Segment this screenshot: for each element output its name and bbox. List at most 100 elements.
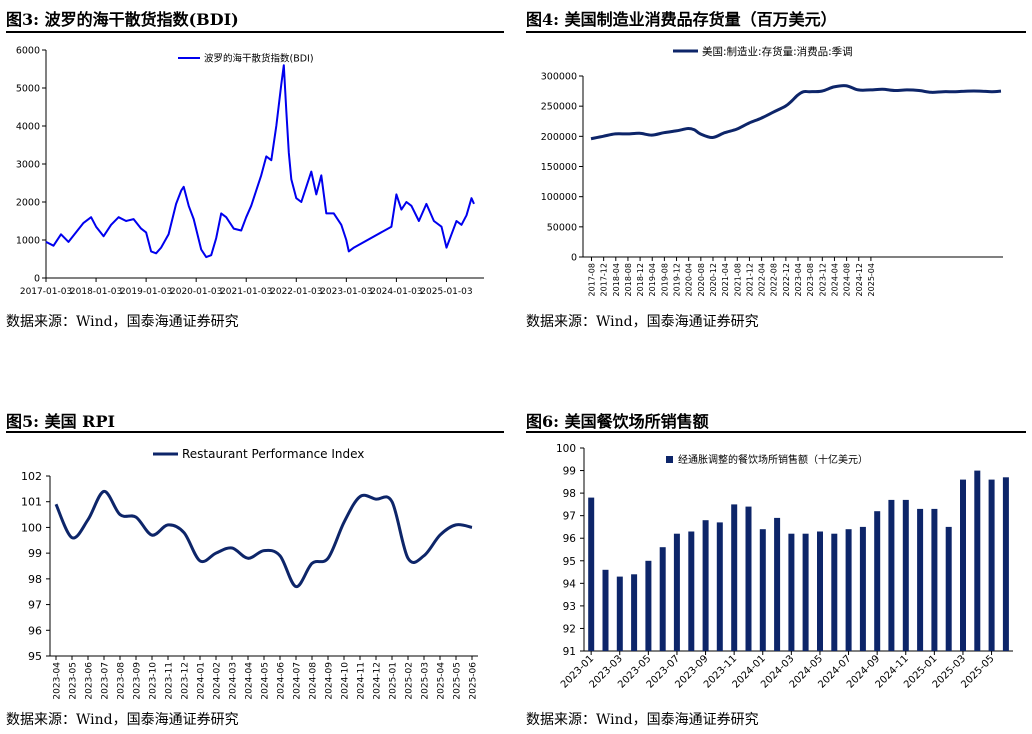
x-tick-label: 2023-01-03 [320, 287, 372, 297]
legend-label: Restaurant Performance Index [182, 447, 364, 461]
sales-bar [759, 529, 766, 651]
x-tick-label: 2024-08 [843, 263, 852, 296]
x-tick-label: 2024-04 [245, 662, 255, 700]
y-tick-label: 99 [563, 466, 576, 478]
y-tick-label: 94 [563, 578, 577, 590]
y-tick-label: 98 [28, 573, 42, 586]
x-tick-label: 2023-12 [818, 263, 827, 296]
panel-bdi: 图3: 波罗的海干散货指数(BDI) 0 1000 2000 3000 4000 5000… [6, 0, 504, 340]
sales-bar [588, 497, 595, 651]
x-tick-label: 2023-08 [806, 263, 815, 296]
x-tick-label: 2021-12 [745, 263, 754, 296]
sales-bar [745, 506, 752, 651]
x-tick-label: 2023-04 [794, 263, 803, 296]
x-tick-label: 2024-04 [830, 263, 839, 296]
sales-bar [817, 531, 823, 651]
sales-bar [673, 533, 680, 651]
sales-bar [931, 508, 938, 651]
y-tick-label: 200000 [541, 132, 577, 143]
x-tick-label: 2024-08 [309, 662, 319, 700]
x-tick-label: 2025-05 [453, 662, 463, 700]
x-tick-label: 2025-02 [405, 662, 415, 700]
restaurant-sales-chart: 9192939495969798991002023-012023-032023-… [556, 443, 1013, 691]
chart-title: 图3: 波罗的海干散货指数(BDI) [6, 10, 239, 29]
x-tick-label: 2023-04 [53, 662, 63, 700]
chart-title: 图6: 美国餐饮场所销售额 [526, 412, 709, 431]
sales-bar [845, 529, 852, 651]
x-tick-label: 2025-03 [421, 662, 431, 700]
legend-label: 美国:制造业:存货量:消费品:季调 [702, 45, 853, 58]
sales-bar [702, 520, 709, 651]
sales-bar [960, 479, 966, 651]
rpi-series-line [54, 489, 473, 589]
sales-bar [902, 499, 909, 651]
y-tick-label: 50000 [547, 222, 577, 233]
x-tick-label: 2025-01-03 [420, 287, 472, 297]
inventory-series-line [590, 84, 1002, 141]
y-tick-label: 5000 [16, 84, 40, 95]
y-tick-label: 92 [563, 623, 576, 635]
x-tick-label: 2020-04 [685, 263, 694, 296]
y-tick-label: 95 [563, 556, 576, 568]
x-tick-label: 2023-06 [85, 662, 95, 700]
y-tick-label: 1000 [16, 236, 40, 247]
panel-restaurant-sales: 图6: 美国餐饮场所销售额 91 92 93 94 95 96 97 98 99 100 2023-… [526, 402, 1026, 734]
sales-bar [831, 533, 838, 651]
panel-rpi: 图5: 美国 RPI 95 96 97 98 99 100 101 102 2023-04 202… [6, 402, 504, 734]
x-tick-label: 2023-11 [165, 662, 175, 700]
x-tick-label: 2024-01-03 [370, 287, 422, 297]
y-tick-label: 3000 [16, 160, 40, 171]
sales-bar [974, 470, 981, 651]
x-tick-label: 2025-04 [867, 263, 876, 296]
x-tick-label: 2021-04 [721, 263, 730, 296]
x-tick-label: 2024-03 [229, 662, 239, 700]
sales-bar [616, 576, 623, 651]
sales-bar [874, 511, 881, 651]
title-rule [526, 431, 1026, 433]
source-note: 数据来源：Wind，国泰海通证券研究 [526, 314, 759, 330]
y-tick-label: 97 [563, 511, 576, 523]
sales-bar [716, 522, 723, 651]
x-tick-label: 2017-01-03 [20, 287, 72, 297]
y-tick-label: 96 [28, 624, 42, 637]
x-tick-label: 2023-07 [101, 662, 111, 700]
y-tick-label: 91 [563, 646, 576, 658]
x-tick-label: 2024-11 [357, 662, 367, 700]
sales-bar [988, 479, 995, 651]
y-tick-label: 100000 [541, 192, 577, 203]
x-tick-label: 2020-12 [709, 263, 718, 296]
x-tick-label: 2018-04 [612, 263, 621, 296]
x-tick-label: 2018-01-03 [70, 287, 122, 297]
panel-inventory: 图4: 美国制造业消费品存货量（百万美元） 0 50000 100000 150000… [526, 0, 1026, 340]
bdi-series-line [45, 64, 475, 259]
title-rule [526, 31, 1026, 33]
x-tick-label: 2022-12 [782, 263, 791, 296]
y-tick-label: 100 [556, 443, 576, 455]
y-tick-label: 95 [28, 650, 42, 663]
y-tick-label: 0 [571, 253, 577, 264]
sales-bar [888, 499, 895, 651]
y-tick-label: 99 [28, 547, 42, 560]
x-tick-label: 2024-10 [341, 662, 351, 700]
x-tick-label: 2024-01 [197, 662, 207, 700]
chart-title: 图5: 美国 RPI [6, 412, 115, 431]
x-tick-label: 2023-10 [149, 662, 159, 700]
chart-title: 图4: 美国制造业消费品存货量（百万美元） [526, 10, 837, 29]
sales-bar [602, 569, 609, 651]
x-tick-label: 2024-12 [855, 263, 864, 296]
rpi-chart: 95 96 97 98 99 100 101 102 2023-04 2023-05 2023-06… [21, 447, 479, 700]
x-tick-label: 2025-04 [437, 662, 447, 700]
source-note: 数据来源：Wind，国泰海通证券研究 [6, 712, 239, 728]
x-tick-label: 2022-08 [770, 263, 779, 296]
legend-swatch [666, 456, 673, 463]
source-note: 数据来源：Wind，国泰海通证券研究 [6, 314, 239, 330]
x-tick-label: 2024-05 [261, 662, 271, 700]
x-tick-label: 2023-08 [117, 662, 127, 700]
sales-bar [1002, 477, 1009, 651]
sales-bar [731, 504, 738, 651]
y-tick-label: 0 [34, 274, 40, 285]
y-tick-label: 98 [563, 488, 576, 500]
title-rule [6, 431, 504, 433]
x-tick-label: 2018-08 [624, 263, 633, 296]
sales-bar [802, 533, 809, 651]
